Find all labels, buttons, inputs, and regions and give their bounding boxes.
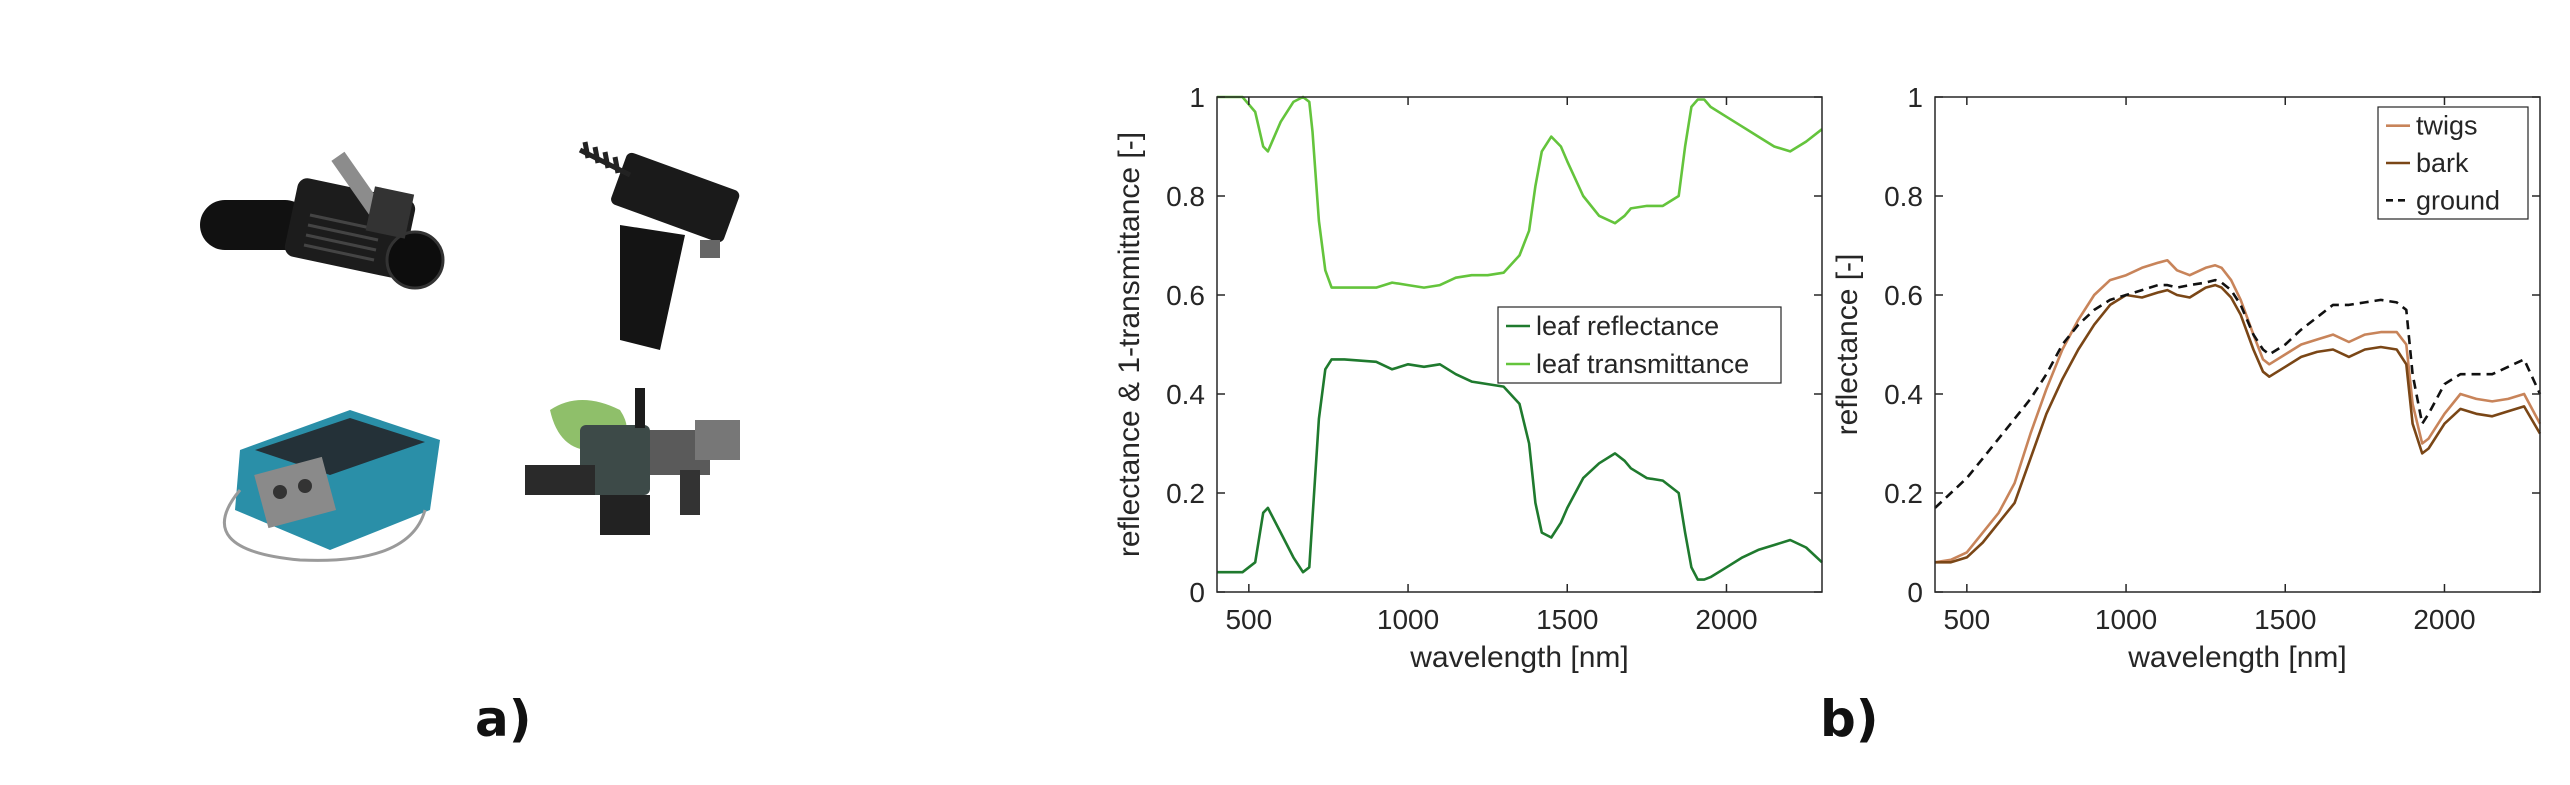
legend-box <box>1497 306 1782 384</box>
handheld-probe-icon <box>200 151 445 290</box>
x-axis-label: wavelength [nm] <box>2127 641 2346 674</box>
x-tick-label: 2000 <box>2413 604 2475 635</box>
plot-frame <box>1216 96 1823 593</box>
y-axis-label: reflectance [-] <box>1831 254 1864 436</box>
x-tick-label: 1500 <box>2254 604 2316 635</box>
legend-label-ground: ground <box>2416 185 2500 215</box>
legend-label-bark: bark <box>2416 148 2469 178</box>
y-tick-label: 0.8 <box>1884 181 1923 212</box>
x-tick-label: 1000 <box>1377 604 1439 635</box>
leaf-clip-pistol-grip-icon <box>578 141 740 350</box>
instrument-photos <box>180 120 830 590</box>
y-tick-label: 0 <box>1189 577 1205 608</box>
series-line-twigs <box>1934 259 2542 564</box>
leaf-clip-integrating-sphere-icon <box>525 388 740 535</box>
x-tick-label: 1500 <box>1536 604 1598 635</box>
x-tick-label: 500 <box>1943 604 1990 635</box>
x-tick-label: 500 <box>1225 604 1272 635</box>
legend-label-leaf-transmittance: leaf transmittance <box>1536 349 1749 379</box>
series-line-ground <box>1934 278 2542 509</box>
series-line-leaf-transmittance <box>1217 95 1823 289</box>
x-axis-label: wavelength [nm] <box>1409 641 1628 674</box>
y-tick-label: 0.2 <box>1166 478 1205 509</box>
series-line-leaf-reflectance <box>1217 358 1823 581</box>
portable-spectroradiometer-icon <box>222 410 440 562</box>
x-tick-label: 1000 <box>2095 604 2157 635</box>
y-tick-label: 0.4 <box>1884 379 1923 410</box>
y-tick-label: 0.6 <box>1884 280 1923 311</box>
x-tick-label: 2000 <box>1695 604 1757 635</box>
legend-label-twigs: twigs <box>2416 111 2478 141</box>
y-tick-label: 0.4 <box>1166 379 1205 410</box>
legend-label-leaf-reflectance: leaf reflectance <box>1536 311 1719 341</box>
y-tick-label: 0.2 <box>1884 478 1923 509</box>
canopy-spectra-chart: 500 1000 1500 2000 0 0.2 0.4 0.6 0.8 1 wavelength … <box>1831 82 2542 674</box>
y-tick-label: 1 <box>1189 82 1205 113</box>
leaf-spectra-chart: 500 1000 1500 2000 0 0.2 0.4 0.6 0.8 1 wavelength … <box>1113 82 1823 674</box>
y-tick-label: 0.6 <box>1166 280 1205 311</box>
y-tick-label: 0.8 <box>1166 181 1205 212</box>
y-tick-label: 1 <box>1907 82 1923 113</box>
panel-label-b: b) <box>1820 690 1879 748</box>
y-tick-label: 0 <box>1907 577 1923 608</box>
series-line-bark <box>1935 283 2542 564</box>
plot-frame <box>1934 96 2541 593</box>
y-axis-label: reflectance & 1-transmittance [-] <box>1113 132 1146 557</box>
panel-label-a: a) <box>475 690 532 748</box>
